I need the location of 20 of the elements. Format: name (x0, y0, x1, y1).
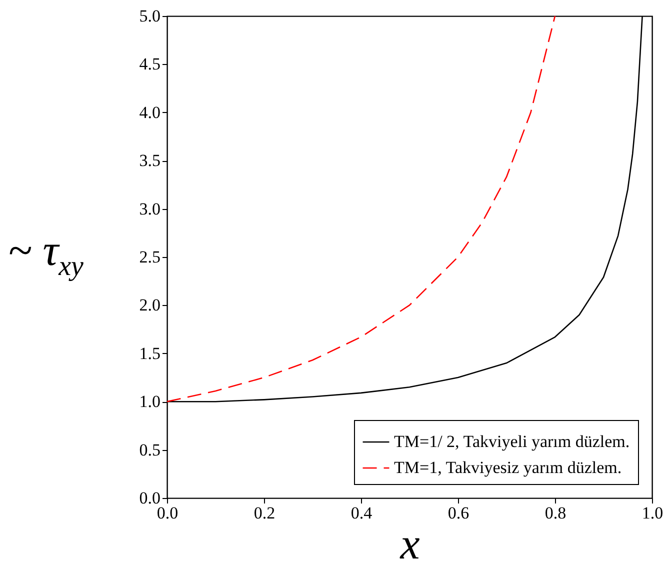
x-tick-label: 0.6 (448, 504, 470, 522)
y-tick-label: 1.5 (139, 344, 160, 363)
x-tick-label: 0.8 (544, 504, 566, 522)
y-axis-title: ~ τ$_{xy}$ (8, 225, 84, 283)
y-tick-label: 1.0 (139, 392, 160, 412)
y-tick-label: 5.0 (139, 6, 160, 26)
y-tick-label: 4.0 (139, 102, 160, 122)
line-series (167, 16, 556, 402)
x-axis-title: x (399, 520, 420, 568)
y-tick-label: 3.0 (139, 199, 160, 218)
x-tick-label: 1.0 (642, 504, 664, 522)
legend-label: TM=1, Takviyesiz yarım düzlem. (394, 458, 622, 477)
x-tick-label: 0.2 (254, 504, 276, 522)
y-tick-label: 0.5 (139, 440, 160, 460)
y-tick-label: 3.5 (139, 151, 160, 170)
x-tick-label: 0.4 (350, 504, 373, 522)
y-tick-label: 2.5 (139, 248, 160, 266)
legend-label: TM=1/ 2, Takviyeli yarım düzlem. (394, 432, 630, 451)
y-tick-label: 4.5 (139, 54, 160, 74)
y-tick-label: 2.0 (139, 296, 160, 315)
